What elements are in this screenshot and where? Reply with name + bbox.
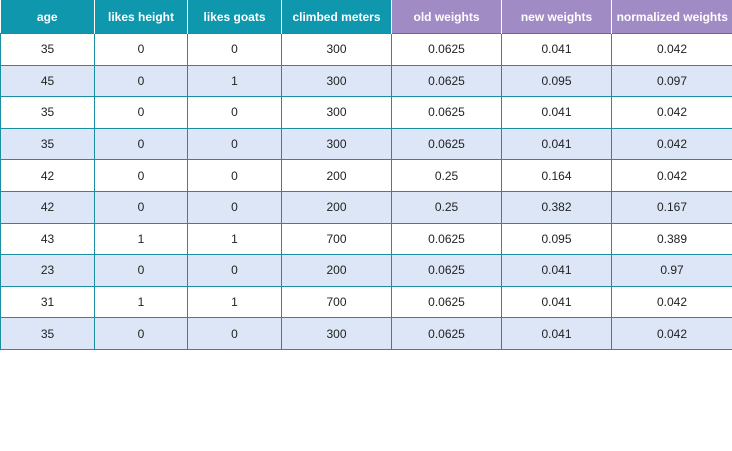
cell-likes-goats: 1 <box>187 222 282 256</box>
cell-normalized-weights: 0.389 <box>611 222 732 256</box>
cell-climbed-meters: 300 <box>281 33 392 66</box>
table-row: 35 0 0 300 0.0625 0.041 0.042 <box>0 127 732 161</box>
cell-likes-height: 1 <box>94 222 188 256</box>
column-header-age: age <box>0 0 95 34</box>
cell-age: 23 <box>0 254 95 287</box>
cell-climbed-meters: 700 <box>281 285 392 319</box>
cell-new-weights: 0.041 <box>501 127 612 161</box>
cell-age: 35 <box>0 127 95 161</box>
header-row: age likes height likes goats climbed met… <box>0 0 732 34</box>
column-header-old-weights: old weights <box>391 0 502 34</box>
cell-likes-height: 0 <box>94 190 188 224</box>
cell-likes-height: 0 <box>94 96 188 129</box>
column-header-climbed-meters: climbed meters <box>281 0 392 34</box>
cell-likes-height: 0 <box>94 33 188 66</box>
cell-age: 42 <box>0 159 95 192</box>
cell-age: 43 <box>0 222 95 256</box>
cell-likes-goats: 1 <box>187 285 282 319</box>
cell-normalized-weights: 0.167 <box>611 190 732 224</box>
cell-likes-goats: 0 <box>187 254 282 287</box>
cell-likes-height: 0 <box>94 254 188 287</box>
cell-climbed-meters: 300 <box>281 96 392 129</box>
cell-old-weights: 0.0625 <box>391 64 502 98</box>
table-row: 31 1 1 700 0.0625 0.041 0.042 <box>0 285 732 319</box>
table-row: 42 0 0 200 0.25 0.382 0.167 <box>0 190 732 224</box>
table-row: 43 1 1 700 0.0625 0.095 0.389 <box>0 222 732 256</box>
cell-normalized-weights: 0.042 <box>611 33 732 66</box>
column-header-likes-height: likes height <box>94 0 188 34</box>
cell-age: 35 <box>0 317 95 350</box>
cell-climbed-meters: 300 <box>281 64 392 98</box>
cell-climbed-meters: 300 <box>281 127 392 161</box>
cell-old-weights: 0.25 <box>391 190 502 224</box>
cell-new-weights: 0.164 <box>501 159 612 192</box>
cell-new-weights: 0.095 <box>501 222 612 256</box>
column-header-likes-goats: likes goats <box>187 0 282 34</box>
cell-likes-height: 0 <box>94 64 188 98</box>
cell-likes-height: 0 <box>94 127 188 161</box>
cell-new-weights: 0.382 <box>501 190 612 224</box>
cell-likes-goats: 0 <box>187 127 282 161</box>
cell-old-weights: 0.0625 <box>391 285 502 319</box>
cell-likes-goats: 0 <box>187 190 282 224</box>
cell-likes-goats: 0 <box>187 159 282 192</box>
cell-likes-goats: 0 <box>187 317 282 350</box>
cell-likes-height: 0 <box>94 317 188 350</box>
column-header-new-weights: new weights <box>501 0 612 34</box>
cell-age: 31 <box>0 285 95 319</box>
table-row: 42 0 0 200 0.25 0.164 0.042 <box>0 159 732 192</box>
table-header: age likes height likes goats climbed met… <box>0 0 732 34</box>
cell-old-weights: 0.0625 <box>391 96 502 129</box>
column-header-normalized-weights: normalized weights <box>611 0 732 34</box>
cell-new-weights: 0.041 <box>501 317 612 350</box>
cell-likes-height: 0 <box>94 159 188 192</box>
cell-climbed-meters: 700 <box>281 222 392 256</box>
cell-normalized-weights: 0.042 <box>611 159 732 192</box>
cell-normalized-weights: 0.97 <box>611 254 732 287</box>
cell-age: 35 <box>0 96 95 129</box>
cell-age: 42 <box>0 190 95 224</box>
cell-age: 45 <box>0 64 95 98</box>
cell-likes-height: 1 <box>94 285 188 319</box>
cell-normalized-weights: 0.097 <box>611 64 732 98</box>
cell-climbed-meters: 300 <box>281 317 392 350</box>
cell-new-weights: 0.041 <box>501 254 612 287</box>
table-row: 45 0 1 300 0.0625 0.095 0.097 <box>0 64 732 98</box>
cell-new-weights: 0.041 <box>501 96 612 129</box>
table-body: 35 0 0 300 0.0625 0.041 0.042 45 0 1 300 0.0625 0.09… <box>0 33 732 350</box>
cell-old-weights: 0.0625 <box>391 254 502 287</box>
cell-old-weights: 0.25 <box>391 159 502 192</box>
table-row: 23 0 0 200 0.0625 0.041 0.97 <box>0 254 732 287</box>
cell-climbed-meters: 200 <box>281 190 392 224</box>
weights-table: age likes height likes goats climbed met… <box>0 0 732 350</box>
cell-old-weights: 0.0625 <box>391 33 502 66</box>
cell-old-weights: 0.0625 <box>391 127 502 161</box>
cell-normalized-weights: 0.042 <box>611 285 732 319</box>
cell-likes-goats: 1 <box>187 64 282 98</box>
table-row: 35 0 0 300 0.0625 0.041 0.042 <box>0 33 732 66</box>
cell-likes-goats: 0 <box>187 33 282 66</box>
cell-normalized-weights: 0.042 <box>611 317 732 350</box>
cell-age: 35 <box>0 33 95 66</box>
table-row: 35 0 0 300 0.0625 0.041 0.042 <box>0 96 732 129</box>
cell-new-weights: 0.095 <box>501 64 612 98</box>
cell-climbed-meters: 200 <box>281 254 392 287</box>
cell-climbed-meters: 200 <box>281 159 392 192</box>
cell-new-weights: 0.041 <box>501 285 612 319</box>
cell-new-weights: 0.041 <box>501 33 612 66</box>
table-row: 35 0 0 300 0.0625 0.041 0.042 <box>0 317 732 350</box>
cell-likes-goats: 0 <box>187 96 282 129</box>
cell-old-weights: 0.0625 <box>391 222 502 256</box>
cell-normalized-weights: 0.042 <box>611 96 732 129</box>
cell-old-weights: 0.0625 <box>391 317 502 350</box>
cell-normalized-weights: 0.042 <box>611 127 732 161</box>
